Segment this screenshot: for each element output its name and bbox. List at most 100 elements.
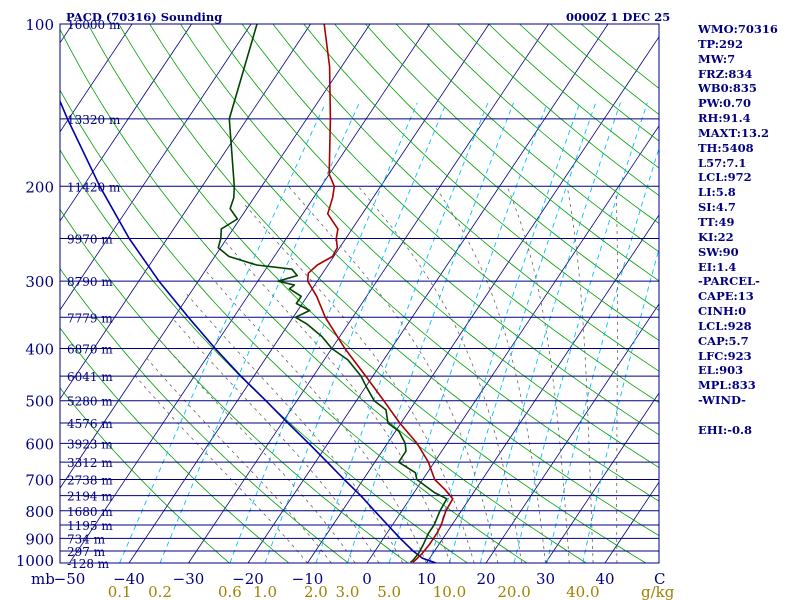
pressure-tick-label: 1000	[16, 552, 54, 570]
height-label: 1195 m	[67, 519, 113, 533]
temperature-tick-label: −20	[232, 570, 264, 588]
mixing-ratio-line	[513, 102, 648, 563]
moist-adiabat-line	[434, 186, 546, 563]
index-row: SW:90	[698, 244, 739, 259]
temperature-tick-label: 30	[536, 570, 555, 588]
index-row: CAPE:13	[698, 289, 754, 304]
height-label: 9970 m	[67, 232, 113, 246]
isotherm-line	[60, 24, 133, 133]
pressure-tick-label: 300	[25, 273, 54, 291]
temperature-tick-label: −40	[113, 570, 145, 588]
isotherm-line	[0, 24, 13, 563]
index-row: LCL:972	[698, 170, 752, 185]
moist-adiabat-line	[132, 373, 308, 563]
pressure-tick-label: 900	[25, 530, 54, 548]
index-row: LFC:923	[698, 348, 752, 363]
isotherm-line	[247, 24, 609, 563]
height-label: 297 m	[67, 545, 106, 559]
pressure-tick-label: 500	[25, 393, 54, 411]
height-label: 3312 m	[67, 456, 113, 470]
height-label: 734 m	[67, 532, 106, 546]
index-row: -PARCEL-	[698, 274, 760, 289]
height-label: 2738 m	[67, 474, 113, 488]
dry-adiabat-line	[149, 24, 659, 502]
isotherm-line	[485, 303, 659, 563]
moist-adiabat-line	[566, 186, 594, 563]
index-row: MW:7	[698, 51, 736, 66]
height-label: 4576 m	[67, 417, 113, 431]
mixing-ratio-line	[159, 102, 360, 563]
index-row: EHI:-0.8	[698, 422, 753, 437]
chart-datetime: 0000Z 1 DEC 25	[566, 10, 670, 24]
index-row: CINH:0	[698, 304, 747, 319]
height-label: 7779 m	[67, 311, 113, 325]
mixing-ratio-line	[347, 102, 514, 563]
height-label: 2194 m	[67, 490, 113, 504]
dewpoint-profile-line	[217, 24, 448, 563]
grid-layer	[0, 24, 659, 563]
mixing-ratio-line	[582, 247, 659, 563]
index-row: SI:4.7	[698, 200, 736, 215]
chart-title: PACD (70316) Sounding	[66, 10, 222, 24]
index-row: RH:91.4	[698, 111, 751, 126]
index-row: WMO:70316	[698, 22, 778, 36]
index-row: -WIND-	[698, 393, 746, 408]
plot-frame	[59, 23, 660, 564]
height-label: 13320 m	[67, 113, 121, 127]
mixing-ratio-tick-label: 0.2	[148, 583, 172, 600]
mixing-ratio-line	[448, 102, 597, 563]
isotherm-line	[60, 24, 252, 311]
moist-adiabat-line	[243, 202, 475, 563]
height-label: 11420 m	[67, 180, 121, 194]
index-row: PW:0.70	[698, 96, 752, 111]
sounding-indices-panel: WMO:70316 TP:292 MW:7 FRZ:834 WB0:835 PW:0.70…	[698, 22, 798, 438]
mixing-ratio-tick-label: 0.1	[108, 583, 132, 600]
height-label: 6870 m	[67, 343, 113, 357]
mixing-ratio-line	[229, 102, 418, 563]
index-row: TT:49	[698, 214, 735, 229]
moist-adiabat-line	[171, 317, 380, 563]
isotherm-line	[307, 36, 659, 563]
pressure-tick-label: 400	[25, 341, 54, 359]
isotherm-line	[426, 214, 659, 563]
height-label: 8790 m	[67, 275, 113, 289]
temperature-tick-label: 0	[362, 570, 372, 588]
mixing-ratio-line	[119, 102, 327, 563]
temperature-tick-label: 20	[476, 570, 495, 588]
isotherm-line	[545, 392, 659, 563]
temperature-tick-label: −30	[173, 570, 205, 588]
mixing-ratio-tick-label: 5.0	[377, 583, 401, 600]
index-row: CAP:5.7	[698, 333, 749, 348]
index-row: MPL:833	[698, 378, 756, 393]
mixing-ratio-tick-label: 3.0	[336, 583, 360, 600]
mixing-ratio-tick-label: 40.0	[566, 583, 599, 600]
height-label: 1680 m	[67, 505, 113, 519]
mixing-ratio-line	[546, 146, 659, 563]
mixing-ratio-tick-label: 2.0	[304, 583, 328, 600]
mixing-ratio-axis-label: g/kg	[641, 583, 675, 600]
index-row: L57:7.1	[698, 155, 747, 170]
temperature-tick-label: −50	[54, 570, 86, 588]
index-row: LI:5.8	[698, 185, 736, 200]
mixing-ratio-tick-label: 10.0	[433, 583, 466, 600]
isotherm-line	[60, 24, 311, 400]
index-row: EL:903	[698, 363, 744, 378]
height-label: 3923 m	[67, 437, 113, 451]
index-row	[698, 408, 798, 423]
mixing-ratio-tick-label: 20.0	[497, 583, 530, 600]
temperature-tick-label: 40	[595, 570, 614, 588]
isotherm-line	[60, 24, 192, 222]
index-row: FRZ:834	[698, 66, 753, 81]
moist-adiabat-line	[185, 292, 404, 563]
mixing-ratio-line	[315, 102, 489, 563]
mixing-ratio-line	[479, 102, 621, 563]
pressure-tick-label: 200	[25, 178, 54, 196]
pressure-axis-label: mb	[31, 570, 55, 588]
index-row: EI:1.4	[698, 259, 737, 274]
height-label: 16000 m	[67, 18, 121, 32]
profile-layer	[60, 24, 454, 563]
index-row: KI:22	[698, 229, 734, 244]
moist-adiabat-line	[204, 268, 427, 563]
mixing-ratio-tick-label: 0.6	[218, 583, 242, 600]
